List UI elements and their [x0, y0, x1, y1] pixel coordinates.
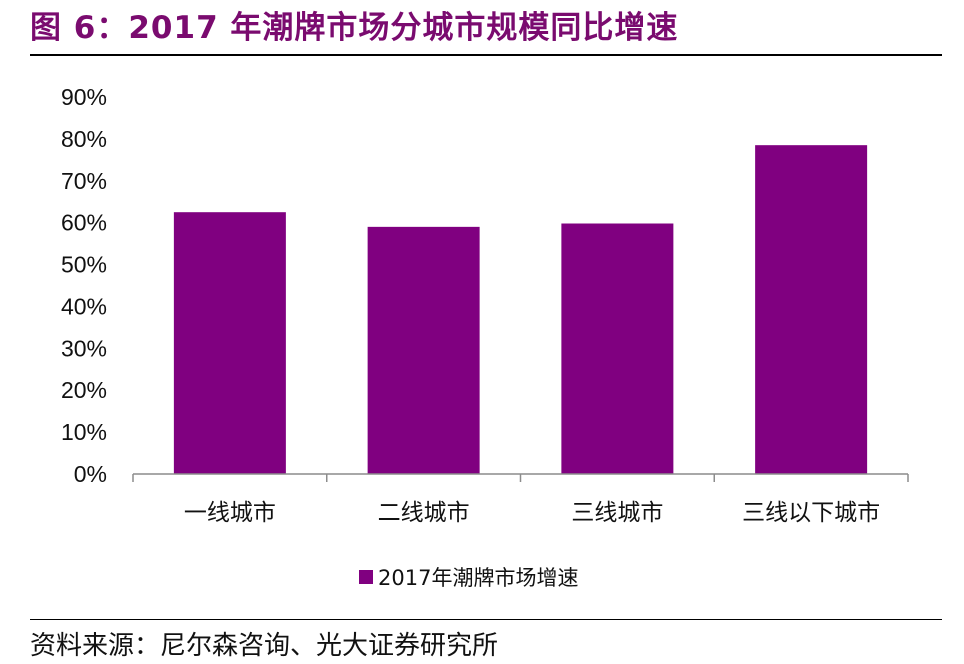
category-label: 一线城市 — [184, 500, 276, 526]
legend-label: 2017年潮牌市场增速 — [378, 566, 578, 590]
y-tick-label: 20% — [61, 377, 107, 403]
y-tick-label: 10% — [61, 419, 107, 445]
category-label: 二线城市 — [378, 500, 470, 526]
y-tick-label: 40% — [61, 293, 107, 319]
bar — [367, 226, 480, 474]
y-tick-label: 90% — [61, 84, 107, 110]
category-label: 三线以下城市 — [742, 500, 880, 526]
bar — [755, 145, 868, 474]
category-label: 三线城市 — [571, 500, 663, 526]
bar-chart: 0% 10% 20% 30% 40% 50% 60% 70% 80% 90% 一线城市 二线城市 三线城… — [61, 84, 909, 590]
y-tick-label: 70% — [61, 168, 107, 194]
legend-swatch — [359, 570, 373, 584]
y-tick-label: 60% — [61, 210, 107, 236]
y-tick-label: 50% — [61, 252, 107, 278]
source-rule — [30, 619, 942, 620]
y-tick-label: 80% — [61, 126, 107, 152]
figure-title: 图 6：2017 年潮牌市场分城市规模同比增速 — [30, 10, 679, 46]
title-rule — [30, 54, 942, 56]
source-note: 资料来源：尼尔森咨询、光大证券研究所 — [30, 631, 499, 661]
y-tick-label: 30% — [61, 335, 107, 361]
y-tick-label: 0% — [74, 461, 107, 487]
bar — [173, 212, 286, 474]
bar — [561, 223, 674, 474]
